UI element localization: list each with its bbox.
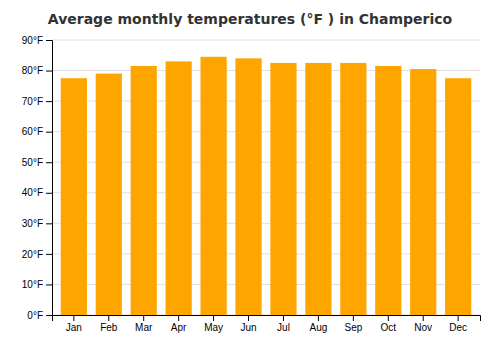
tick-mark <box>46 284 52 285</box>
tick-label: 40°F <box>22 187 43 198</box>
tick: 90°F <box>22 35 52 46</box>
bar <box>375 66 401 315</box>
tick: 80°F <box>22 65 52 76</box>
tick-mark <box>388 315 389 321</box>
tick-label: 90°F <box>22 35 43 46</box>
tick-mark <box>46 132 52 133</box>
tick-mark <box>46 101 52 102</box>
tick: Nov <box>414 315 432 333</box>
tick-mark <box>108 315 109 321</box>
tick-mark <box>458 315 459 321</box>
tick-mark <box>46 254 52 255</box>
tick: Apr <box>171 315 187 333</box>
tick: 50°F <box>22 157 52 168</box>
axis-line <box>46 41 53 316</box>
tick: May <box>204 315 223 333</box>
tick: Jun <box>240 315 256 333</box>
bar <box>235 58 261 315</box>
bar <box>340 63 366 315</box>
tick-label: 20°F <box>22 249 43 260</box>
bars <box>61 57 472 315</box>
tick: Oct <box>381 315 397 333</box>
bar <box>445 78 471 315</box>
tick-mark <box>46 40 52 41</box>
bar <box>410 69 436 315</box>
tick-label: Sep <box>344 322 362 333</box>
bar <box>305 63 331 315</box>
tick: 0°F <box>27 310 52 321</box>
tick-mark <box>283 315 284 321</box>
tick: Dec <box>449 315 467 333</box>
x-axis: Jan Feb Mar Apr May Jun Jul Aug Sep Oct Nov Dec <box>53 315 481 333</box>
tick: Jan <box>66 315 82 333</box>
plot: 0°F 10°F 20°F 30°F 40°F 50°F 60°F 70°F 80°F 90°F J… <box>22 35 481 333</box>
tick-mark <box>73 315 74 321</box>
axis-line <box>53 316 481 322</box>
bar <box>61 78 87 315</box>
tick-mark <box>318 315 319 321</box>
tick-label: Nov <box>414 322 432 333</box>
tick-mark <box>213 315 214 321</box>
tick-label: May <box>204 322 223 333</box>
tick: 20°F <box>22 249 52 260</box>
tick-label: 60°F <box>22 126 43 137</box>
tick: 70°F <box>22 96 52 107</box>
tick: Mar <box>135 315 153 333</box>
tick-label: 50°F <box>22 157 43 168</box>
tick: 60°F <box>22 126 52 137</box>
tick: 30°F <box>22 218 52 229</box>
tick-mark <box>46 193 52 194</box>
tick: 10°F <box>22 279 52 290</box>
tick: Jul <box>277 315 290 333</box>
tick: Aug <box>310 315 328 333</box>
chart: 0°F 10°F 20°F 30°F 40°F 50°F 60°F 70°F 80°F 90°F J… <box>0 0 500 350</box>
tick-mark <box>248 315 249 321</box>
tick-mark <box>353 315 354 321</box>
tick: Sep <box>344 315 362 333</box>
bar <box>131 66 157 315</box>
tick-mark <box>178 315 179 321</box>
bar <box>270 63 296 315</box>
grid <box>52 40 480 315</box>
tick-label: 0°F <box>27 310 43 321</box>
tick-label: Feb <box>100 322 118 333</box>
tick-label: 10°F <box>22 279 43 290</box>
tick-mark <box>143 315 144 321</box>
tick-mark <box>46 71 52 72</box>
title: Average monthly temperatures (°F ) in Ch… <box>48 11 453 27</box>
tick-mark <box>46 315 52 316</box>
tick-label: Oct <box>381 322 397 333</box>
grid-line <box>52 40 480 41</box>
tick-label: Jan <box>66 322 82 333</box>
tick: 40°F <box>22 187 52 198</box>
bar <box>200 57 226 315</box>
bar <box>166 61 192 315</box>
tick-label: 70°F <box>22 96 43 107</box>
tick-mark <box>423 315 424 321</box>
tick: Feb <box>100 315 118 333</box>
tick-label: Apr <box>171 322 187 333</box>
tick-label: Jun <box>240 322 256 333</box>
bar <box>96 74 122 315</box>
tick-label: Aug <box>310 322 328 333</box>
tick-mark <box>46 223 52 224</box>
tick-label: 80°F <box>22 65 43 76</box>
tick-label: Dec <box>449 322 467 333</box>
tick-label: Mar <box>135 322 153 333</box>
tick-label: 30°F <box>22 218 43 229</box>
tick-mark <box>46 162 52 163</box>
y-axis: 0°F 10°F 20°F 30°F 40°F 50°F 60°F 70°F 80°F 90°F <box>22 35 53 321</box>
tick-label: Jul <box>277 322 290 333</box>
